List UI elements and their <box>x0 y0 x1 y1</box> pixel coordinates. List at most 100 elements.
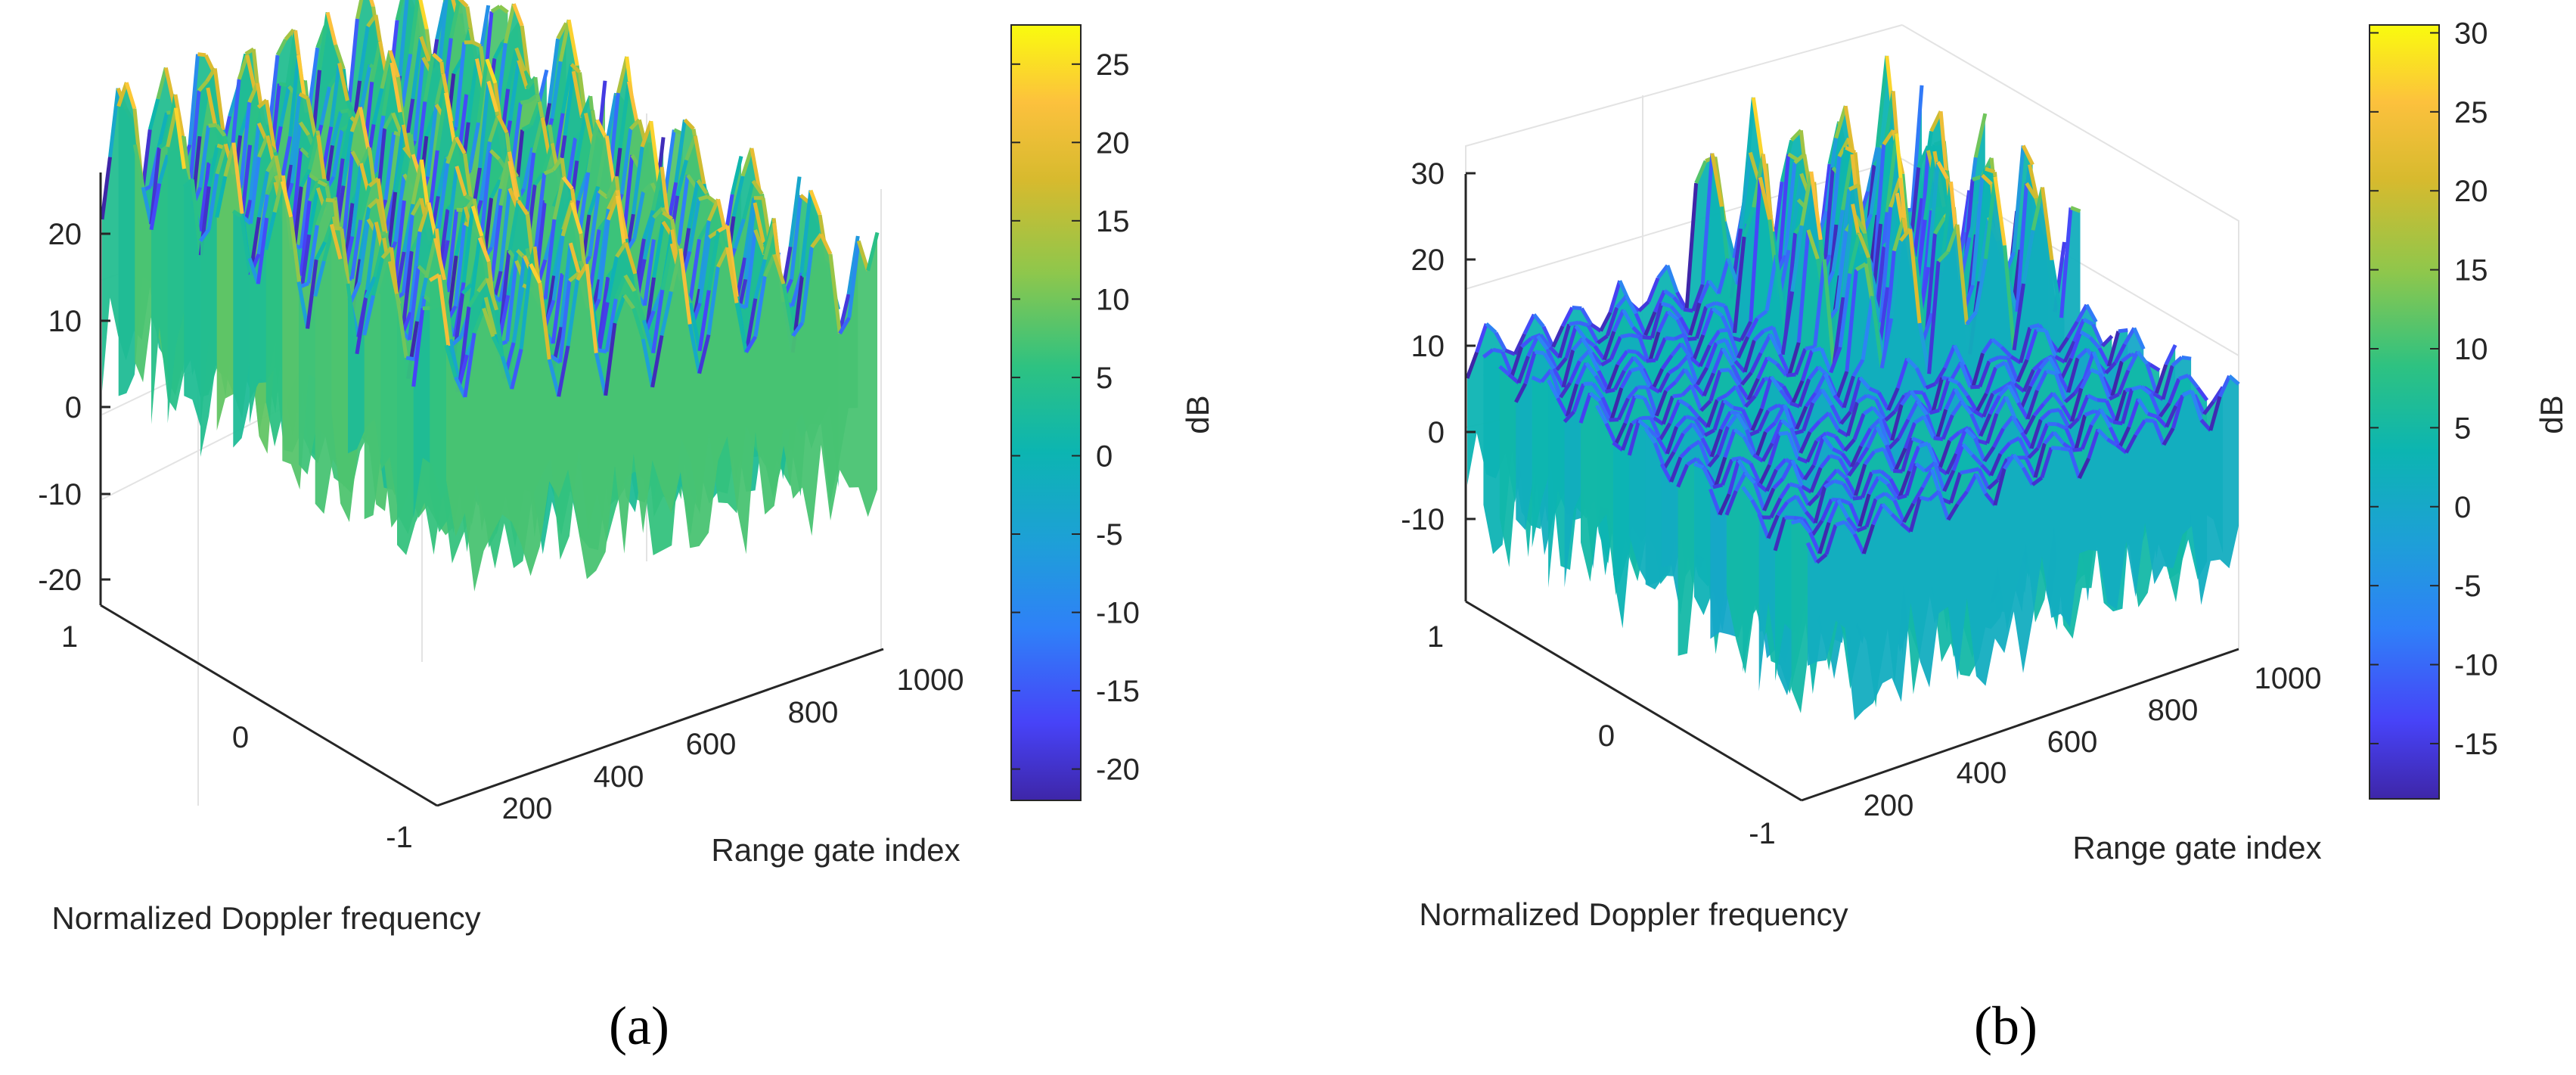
panel-a-y-axis-line <box>101 605 437 806</box>
surface-crest <box>2061 449 2070 450</box>
panel-a-xlabel: Range gate index <box>711 832 960 868</box>
colorbar-tick-label: 25 <box>2454 96 2488 129</box>
surface-crest <box>2047 371 2056 374</box>
panel-b-letter: (b) <box>1974 996 2038 1056</box>
panel-b-z-tick-marks <box>1466 173 1476 519</box>
panel-b-z-ticks: 30 20 10 0 -10 <box>1401 157 1445 536</box>
colorbar-tick-label: 20 <box>2454 175 2488 208</box>
surface-crest <box>1720 370 1730 371</box>
panel-b-xlabel: Range gate index <box>2072 830 2321 865</box>
surface-crest <box>198 54 206 55</box>
surface-crest <box>1713 485 1723 487</box>
panel-a-surface <box>102 0 877 592</box>
panel-b-x-tick-label: 1000 <box>2255 662 2322 695</box>
panel-a-x-tick-label: 200 <box>502 792 553 825</box>
surface-crest <box>1786 374 1796 375</box>
panel-a-colorbar-gradient <box>1011 25 1081 800</box>
panel-a-letter: (a) <box>609 996 669 1056</box>
panel-a-colorbar-label: dB <box>1180 395 1215 433</box>
surface-crest <box>2118 330 2128 331</box>
panel-b: 30 20 10 0 -10 1 0 -1 200 400 600 800 10… <box>1401 17 2569 1056</box>
surface-crest <box>1635 396 1645 398</box>
surface-crest <box>1960 471 1969 473</box>
panel-b-y-tick-label: 1 <box>1427 620 1444 654</box>
surface-crest <box>1572 308 1582 309</box>
colorbar-tick-label: 25 <box>1096 48 1130 82</box>
surface-crest <box>1535 352 1544 353</box>
surface-crest <box>1999 357 2009 358</box>
surface-crest <box>1834 481 1843 484</box>
surface-crest <box>2132 387 2141 389</box>
surface-crest <box>1621 335 1631 337</box>
surface-crest <box>1853 498 1863 499</box>
surface-crest <box>1794 431 1804 434</box>
panel-a-y-ticks: 1 0 -1 <box>61 620 413 854</box>
surface-crest <box>2073 449 2082 450</box>
panel-a-z-ticks: 20 10 0 -10 -20 <box>38 218 82 597</box>
surface-crest <box>1733 408 1743 410</box>
panel-b-x-tick-label: 600 <box>2047 725 2098 759</box>
colorbar-tick-label: 10 <box>1096 283 1130 316</box>
surface-crest <box>699 197 708 200</box>
surface-crest <box>1630 335 1640 337</box>
panel-b-z-tick-label: -10 <box>1401 503 1445 536</box>
panel-a-z-tick-label: 0 <box>65 391 82 424</box>
panel-a-x-tick-label: 1000 <box>897 663 964 697</box>
colorbar-tick-label: 30 <box>2454 17 2488 50</box>
surface-crest <box>1606 390 1615 392</box>
panel-b-x-tick-label: 200 <box>1864 789 1914 822</box>
surface-crest <box>1794 517 1803 519</box>
panel-a-z-tick-label: 20 <box>48 218 82 251</box>
surface-crest <box>1665 338 1675 339</box>
surface-crest <box>1913 392 1923 393</box>
surface-crest <box>1930 410 1940 413</box>
colorbar-tick-label: -10 <box>1096 597 1140 630</box>
surface-crest <box>1569 322 1579 324</box>
panel-b-y-tick-label: -1 <box>1749 817 1776 850</box>
panel-b-surface <box>1467 56 2239 720</box>
panel-b-colorbar-label: dB <box>2534 395 2569 433</box>
colorbar-tick-label: 10 <box>2454 333 2488 366</box>
panel-b-ylabel: Normalized Doppler frequency <box>1419 896 1848 932</box>
panel-b-x-ticks: 200 400 600 800 1000 <box>1864 662 2322 822</box>
colorbar-tick-label: 0 <box>1096 440 1113 473</box>
colorbar-tick-label: -15 <box>1096 675 1140 708</box>
panel-b-x-tick-label: 800 <box>2148 694 2199 727</box>
panel-a-y-tick-label: 1 <box>61 620 78 654</box>
surface-crest <box>2037 330 2047 331</box>
surface-crest <box>1609 420 1619 421</box>
surface-crest <box>2051 448 2060 449</box>
surface-crest <box>2182 357 2191 359</box>
panel-a-x-ticks: 200 400 600 800 1000 <box>502 663 964 825</box>
panel-a-x-tick-label: 400 <box>594 760 644 794</box>
colorbar-tick-label: 5 <box>1096 362 1113 395</box>
panel-a-z-tick-label: 10 <box>48 305 82 338</box>
colorbar-tick-label: 15 <box>2454 254 2488 287</box>
colorbar-tick-label: 15 <box>1096 205 1130 238</box>
surface-crest <box>1789 484 1799 486</box>
colorbar-tick-label: -15 <box>2454 728 2498 761</box>
surface-crest <box>2097 400 2106 401</box>
colorbar-tick-label: 0 <box>2454 491 2471 524</box>
surface-crest <box>1687 338 1697 339</box>
panel-b-z-tick-label: 30 <box>1411 157 1445 191</box>
panel-a-x-tick-label: 600 <box>686 728 737 761</box>
panel-a-z-tick-label: -20 <box>38 564 82 597</box>
surface-crest <box>1872 471 1881 472</box>
surface-crest <box>1893 471 1902 472</box>
panel-b-x-tick-label: 400 <box>1957 757 2007 790</box>
panel-b-z-tick-label: 10 <box>1411 330 1445 363</box>
surface-crest <box>1627 351 1637 352</box>
surface-crest <box>1646 360 1656 361</box>
panel-a-ylabel: Normalized Doppler frequency <box>51 900 480 936</box>
colorbar-tick-label: -10 <box>2454 649 2498 682</box>
panel-a-y-tick-label: 0 <box>232 721 249 754</box>
panel-a-y-tick-label: -1 <box>386 821 413 854</box>
panel-a-x-tick-label: 800 <box>788 696 839 729</box>
surface-crest <box>209 125 217 126</box>
surface-crest <box>1898 496 1907 499</box>
colorbar-tick-label: 5 <box>2454 412 2471 445</box>
